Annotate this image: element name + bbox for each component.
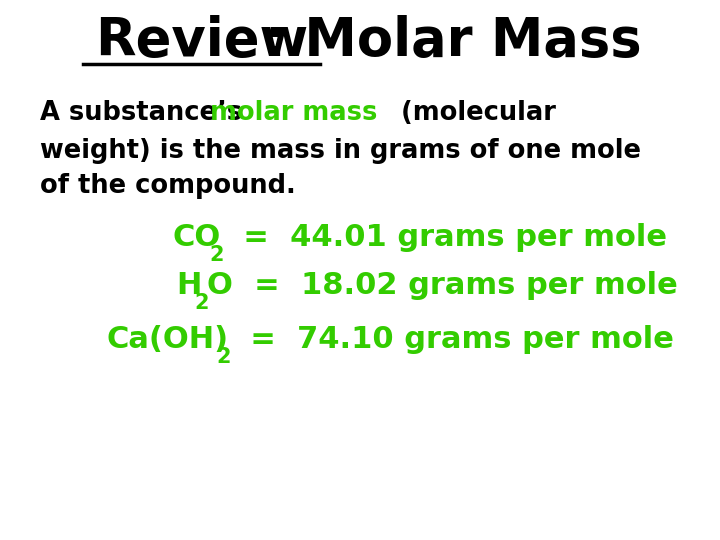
Text: 2: 2 — [210, 245, 224, 265]
Text: A substance’s: A substance’s — [40, 100, 251, 126]
Text: : Molar Mass: : Molar Mass — [265, 15, 642, 66]
Text: Review: Review — [95, 15, 308, 66]
Text: CO: CO — [173, 222, 221, 252]
Text: (molecular: (molecular — [392, 100, 557, 126]
Text: weight) is the mass in grams of one mole: weight) is the mass in grams of one mole — [40, 138, 641, 164]
Text: molar mass: molar mass — [210, 100, 377, 126]
Text: 2: 2 — [194, 293, 210, 313]
Text: of the compound.: of the compound. — [40, 173, 295, 199]
Text: H: H — [176, 271, 202, 300]
Text: =  44.01 grams per mole: = 44.01 grams per mole — [222, 222, 667, 252]
Text: Ca(OH): Ca(OH) — [107, 325, 229, 354]
Text: O  =  18.02 grams per mole: O = 18.02 grams per mole — [207, 271, 678, 300]
Text: 2: 2 — [217, 347, 231, 367]
Text: =  74.10 grams per mole: = 74.10 grams per mole — [229, 325, 674, 354]
